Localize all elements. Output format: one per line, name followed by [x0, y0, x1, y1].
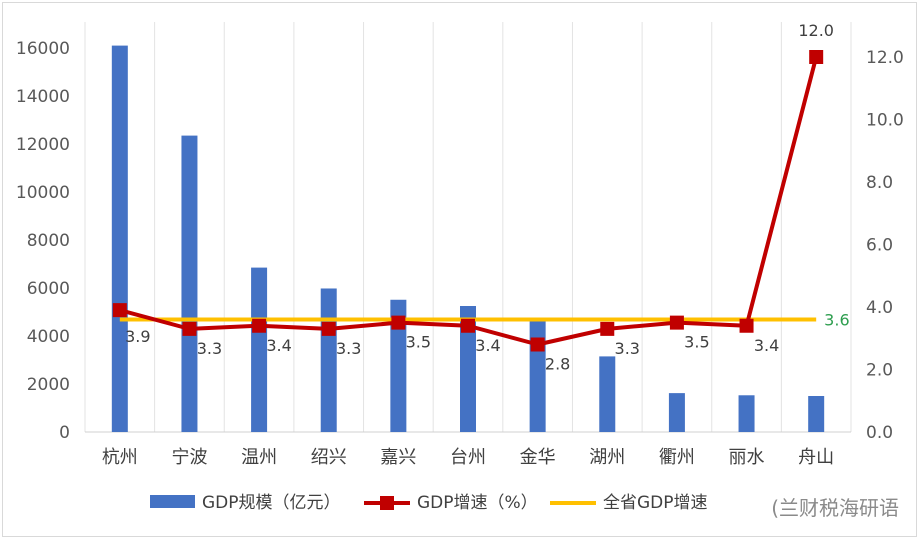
growth-data-label: 3.3 — [615, 339, 640, 358]
bar-1 — [181, 135, 198, 432]
left-tick-label: 4000 — [27, 327, 70, 347]
left-tick-label: 2000 — [27, 375, 70, 395]
category-label: 温州 — [241, 447, 277, 468]
growth-data-label: 2.8 — [545, 355, 570, 374]
growth-marker-3 — [321, 321, 336, 336]
wechat-icon: ( — [771, 496, 779, 520]
category-labels: 杭州 宁波 温州 绍兴 嘉兴 台州 金华 湖州 衢州 丽水 舟山 — [102, 447, 834, 468]
legend-label-line: GDP增速（%） — [417, 493, 538, 513]
left-tick-label: 6000 — [27, 279, 70, 299]
right-tick-label: 8.0 — [866, 173, 893, 193]
bar-0 — [111, 45, 128, 432]
right-tick-label: 2.0 — [866, 361, 893, 381]
legend-swatch-bar — [150, 495, 195, 508]
right-tick-label: 12.0 — [866, 48, 904, 68]
growth-marker-9 — [739, 318, 754, 333]
bar-8 — [668, 393, 685, 432]
growth-data-label: 3.5 — [406, 333, 431, 352]
bar-9 — [738, 395, 755, 432]
left-tick-label: 12000 — [16, 135, 70, 155]
left-tick-label: 16000 — [16, 39, 70, 59]
bar-5 — [460, 306, 476, 432]
watermark: (兰财税海研语 — [771, 496, 899, 520]
bar-10 — [808, 396, 825, 432]
growth-data-label: 3.4 — [475, 336, 500, 355]
province-growth-label: 3.6 — [824, 311, 849, 330]
right-tick-label: 10.0 — [866, 111, 904, 131]
growth-data-label: 12.0 — [798, 21, 834, 40]
bar-3 — [320, 288, 337, 432]
growth-data-label: 3.3 — [197, 339, 222, 358]
left-tick-label: 0 — [59, 423, 70, 443]
growth-marker-6 — [530, 337, 545, 352]
growth-marker-10 — [809, 50, 824, 64]
bar-6 — [529, 320, 546, 432]
bar-7 — [599, 356, 616, 432]
right-tick-label: 0.0 — [866, 423, 893, 443]
bar-4 — [390, 299, 407, 432]
growth-marker-8 — [669, 315, 684, 330]
legend-label-province: 全省GDP增速 — [603, 493, 708, 513]
growth-marker-4 — [391, 315, 406, 330]
category-label: 湖州 — [589, 447, 625, 468]
gdp-growth-line: 3.9 3.3 3.4 3.3 3.5 3.4 2.8 3.3 3.5 3.4 12.0 — [112, 21, 834, 374]
bars — [111, 45, 825, 432]
growth-data-label: 3.3 — [336, 339, 361, 358]
growth-data-label: 3.4 — [266, 336, 291, 355]
growth-marker-2 — [252, 318, 267, 333]
left-tick-label: 10000 — [16, 183, 70, 203]
legend-swatch-marker — [380, 496, 394, 510]
category-label: 宁波 — [171, 447, 207, 468]
growth-marker-5 — [461, 318, 475, 333]
category-label: 杭州 — [102, 447, 138, 468]
legend-label-bar: GDP规模（亿元） — [202, 493, 341, 513]
left-tick-label: 8000 — [27, 231, 70, 251]
growth-marker-7 — [600, 321, 615, 336]
category-label: 台州 — [450, 447, 486, 468]
category-label: 金华 — [520, 447, 556, 468]
category-label: 衢州 — [659, 447, 695, 468]
growth-marker-0 — [112, 303, 127, 318]
category-label: 丽水 — [729, 447, 765, 468]
category-label: 嘉兴 — [380, 447, 416, 468]
category-label: 舟山 — [798, 447, 834, 468]
right-tick-label: 4.0 — [866, 298, 893, 318]
legend: GDP规模（亿元） GDP增速（%） 全省GDP增速 — [150, 493, 708, 513]
growth-data-label: 3.5 — [684, 333, 709, 352]
right-tick-label: 6.0 — [866, 236, 893, 256]
bar-2 — [251, 267, 268, 432]
left-axis-ticks: 0 2000 4000 6000 8000 10000 12000 14000 16000 — [16, 39, 70, 443]
category-label: 绍兴 — [311, 447, 347, 468]
left-tick-label: 14000 — [16, 87, 70, 107]
growth-data-label: 3.4 — [754, 336, 779, 355]
growth-data-label: 3.9 — [125, 327, 150, 346]
growth-marker-1 — [182, 321, 197, 336]
right-axis-ticks: 0.0 2.0 4.0 6.0 8.0 10.0 12.0 — [866, 48, 904, 443]
